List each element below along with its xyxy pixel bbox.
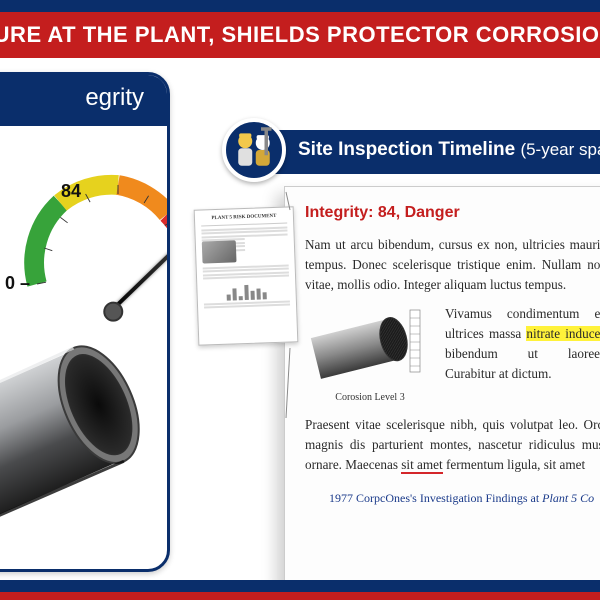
- doc-inline-figure: Corosion Level 3: [305, 304, 435, 405]
- highlighted-term: nitrate induced: [526, 326, 600, 341]
- zoom-connector-lines: [190, 188, 300, 428]
- pipe-illustration: [0, 295, 170, 555]
- bottom-red-bar: [0, 592, 600, 600]
- timeline-header: Site Inspection Timeline (5-year span: [264, 130, 600, 174]
- gauge-arc: [19, 131, 170, 311]
- content-area: egrity 0 – 84: [0, 58, 600, 588]
- doc-figure-side-text: Vivamus condimentum eu ultrices massa ni…: [445, 304, 600, 383]
- doc-para-2: Praesent vitae scelerisque nibh, quis vo…: [305, 415, 600, 474]
- timeline-subtitle: (5-year span: [520, 140, 600, 159]
- doc-figure-caption: Corosion Level 3: [305, 390, 435, 405]
- inspectors-icon: [222, 118, 286, 182]
- gauge-min-label: 0 –: [5, 273, 30, 294]
- doc-para-1: Nam ut arcu bibendum, cursus ex non, ult…: [305, 235, 600, 294]
- document-excerpt-card: Integrity: 84, Danger Nam ut arcu bibend…: [284, 186, 600, 586]
- top-nav-bar: [0, 0, 600, 12]
- gauge-area: 0 – 84: [0, 125, 167, 290]
- gauge-card-title: egrity: [0, 74, 168, 126]
- doc-integrity-line: Integrity: 84, Danger: [305, 201, 600, 225]
- gauge-value-label: 84: [61, 181, 81, 202]
- bottom-nav-bar: [0, 580, 600, 592]
- underlined-term: sit amet: [401, 457, 442, 474]
- doc-footer-citation: 1977 CorpcOnes's Investigation Findings …: [305, 489, 600, 507]
- timeline-title: Site Inspection Timeline: [298, 139, 515, 160]
- integrity-gauge-card: egrity 0 – 84: [0, 72, 170, 572]
- title-bar: FAILURE AT THE PLANT, SHIELDS PROTECTOR …: [0, 12, 600, 58]
